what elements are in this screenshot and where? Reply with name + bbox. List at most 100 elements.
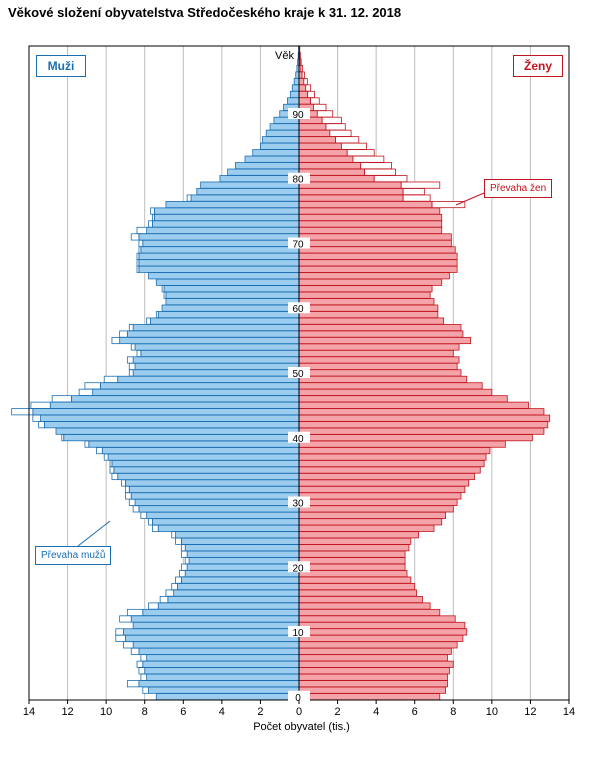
- men-surplus-bar: [146, 317, 151, 325]
- men-bar: [132, 621, 300, 629]
- women-bar: [298, 641, 458, 649]
- women-surplus-bar: [346, 149, 375, 157]
- men-surplus-bar: [180, 563, 188, 571]
- men-surplus-bar: [103, 375, 119, 383]
- women-surplus-pointer: [455, 192, 485, 206]
- men-bar: [165, 291, 300, 299]
- men-surplus-bar: [119, 615, 132, 623]
- women-bar: [298, 324, 462, 332]
- women-bar: [298, 401, 529, 409]
- women-bar: [298, 84, 307, 92]
- women-bar: [298, 453, 487, 461]
- men-surplus-bar: [109, 466, 115, 474]
- women-bar: [298, 460, 485, 468]
- men-surplus-bar: [32, 414, 41, 422]
- men-surplus-bar: [130, 233, 140, 241]
- men-surplus-bar: [136, 660, 144, 668]
- women-bar: [298, 511, 446, 519]
- men-surplus-bar: [138, 246, 142, 254]
- men-surplus-bar: [130, 647, 140, 655]
- men-surplus-bar: [150, 207, 155, 215]
- women-bar: [298, 395, 508, 403]
- men-bar: [196, 188, 300, 196]
- women-bar: [298, 291, 431, 299]
- men-bar: [138, 259, 300, 267]
- women-surplus-bar: [373, 175, 408, 183]
- women-bar: [298, 285, 433, 293]
- women-bar: [298, 220, 443, 228]
- men-surplus-bar: [128, 324, 134, 332]
- women-bar: [298, 524, 435, 532]
- women-surplus-bar: [329, 129, 352, 137]
- men-surplus-bar: [186, 194, 192, 202]
- women-bar: [298, 330, 464, 338]
- women-bar: [298, 576, 412, 584]
- women-surplus-bar: [341, 142, 367, 150]
- men-bar: [165, 298, 300, 306]
- men-bar: [163, 285, 300, 293]
- women-surplus-bar: [352, 155, 385, 163]
- men-surplus-bar: [175, 576, 182, 584]
- men-bar: [269, 123, 300, 131]
- men-bar: [150, 317, 300, 325]
- men-bar: [132, 356, 300, 364]
- men-surplus-bar: [138, 239, 144, 247]
- men-surplus-bar: [180, 550, 188, 558]
- women-bar: [298, 466, 481, 474]
- men-bar: [132, 369, 300, 377]
- women-surplus-bar: [299, 52, 301, 60]
- age-tick-label: 50: [292, 369, 304, 380]
- men-bar: [146, 673, 300, 681]
- men-surplus-bar: [152, 524, 159, 532]
- men-surplus-bar: [180, 544, 186, 552]
- men-surplus-bar: [115, 628, 124, 636]
- age-tick-label: 70: [292, 239, 304, 250]
- women-bar: [298, 595, 423, 604]
- men-bar: [153, 213, 300, 222]
- women-bar: [298, 667, 450, 675]
- age-label-bg: [288, 172, 310, 184]
- x-tick-label: 12: [524, 706, 536, 718]
- women-bar: [298, 388, 493, 396]
- age-tick-label: 0: [295, 693, 301, 704]
- legend-men: Muži: [36, 55, 86, 77]
- women-bar: [298, 440, 506, 448]
- age-label-bg: [288, 431, 310, 443]
- men-bar: [142, 660, 300, 668]
- women-bar: [298, 531, 419, 539]
- women-surplus-bar: [364, 168, 396, 176]
- men-surplus-bar: [119, 330, 128, 338]
- age-label-bg: [288, 107, 310, 119]
- men-bar: [244, 155, 300, 163]
- women-bar: [298, 226, 443, 234]
- men-bar: [144, 667, 300, 675]
- men-bar: [289, 90, 300, 99]
- men-bar: [117, 472, 300, 481]
- men-bar: [123, 628, 300, 636]
- x-tick-label: 4: [219, 706, 225, 718]
- men-bar: [252, 149, 300, 157]
- men-surplus-bar: [96, 447, 103, 455]
- men-surplus-bar: [11, 408, 34, 416]
- men-bar: [157, 311, 300, 319]
- men-bar: [111, 460, 300, 468]
- pyramid-bars: [11, 45, 551, 701]
- x-tick-label: 14: [563, 706, 575, 718]
- women-bar: [298, 369, 462, 377]
- legend-women: Ženy: [513, 55, 563, 77]
- men-bar: [261, 136, 300, 144]
- men-surplus-bar: [115, 634, 126, 642]
- men-bar: [134, 362, 300, 370]
- x-tick-label: 10: [100, 706, 112, 718]
- women-bar: [298, 583, 416, 591]
- age-tick-label: 40: [292, 434, 304, 445]
- men-bar: [140, 246, 300, 254]
- men-bar: [152, 220, 300, 228]
- annotation-men-surplus: Převaha mužů: [35, 546, 112, 565]
- x-tick-label: 2: [257, 706, 263, 718]
- x-tick-label: 2: [335, 706, 341, 718]
- women-bar: [298, 162, 362, 170]
- men-bar: [40, 414, 300, 422]
- x-tick-label: 0: [296, 706, 302, 718]
- women-bar: [298, 349, 454, 358]
